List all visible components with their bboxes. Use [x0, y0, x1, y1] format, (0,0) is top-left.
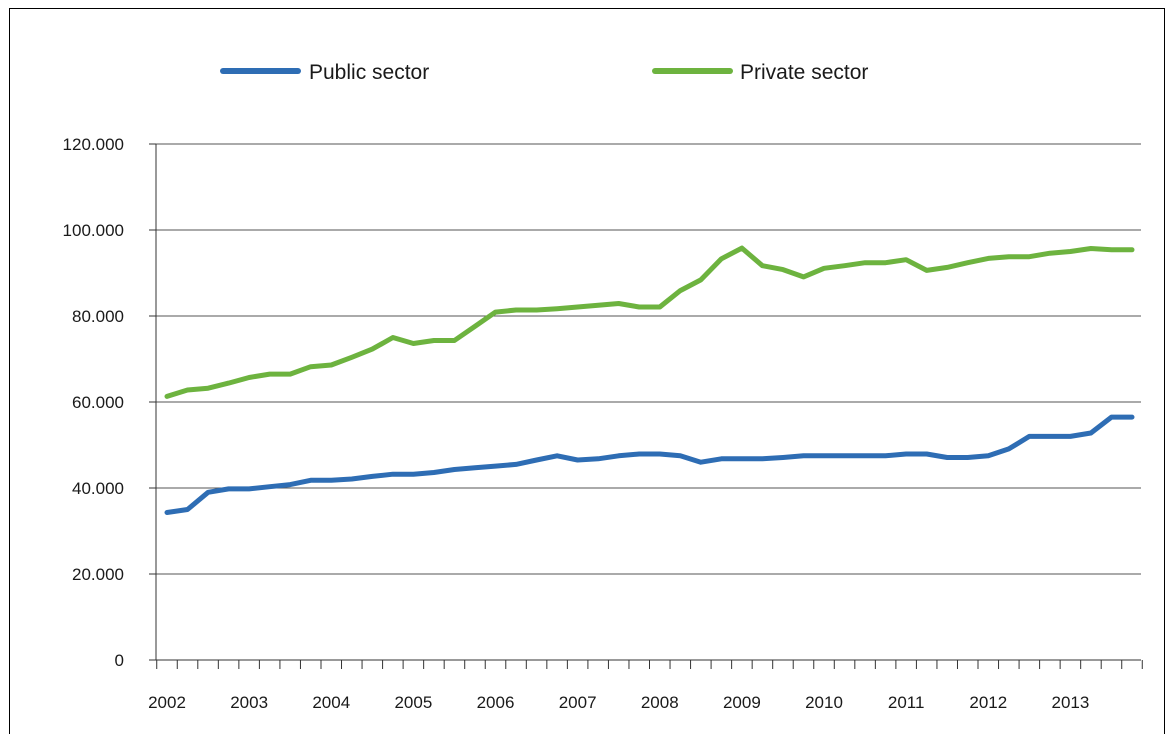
x-tick-label: 2006	[477, 693, 515, 712]
y-tick-label: 60.000	[72, 393, 124, 412]
legend-label: Public sector	[309, 61, 429, 84]
y-axis-labels: 0 20.000 40.000 60.000 80.000 100.000 120.000	[63, 135, 124, 670]
grid-lines	[156, 143, 1141, 575]
x-tick-label: 2010	[805, 693, 843, 712]
x-tick-label: 2004	[312, 693, 350, 712]
y-tick-label: 100.000	[63, 221, 124, 240]
x-tick-label: 2002	[148, 693, 186, 712]
x-tick-label: 2005	[394, 693, 432, 712]
series-line-public-sector	[164, 414, 1135, 515]
y-tick-label: 20.000	[72, 565, 124, 584]
y-tick-label: 40.000	[72, 479, 124, 498]
series-lines	[164, 245, 1135, 515]
x-tick-label: 2007	[559, 693, 597, 712]
y-tick-label: 0	[115, 651, 124, 670]
y-tick-label: 120.000	[63, 135, 124, 154]
x-tick-label: 2011	[888, 693, 925, 712]
x-tick-label: 2012	[969, 693, 1007, 712]
x-tick-label: 2003	[230, 693, 268, 712]
legend: Public sector Private sector	[220, 61, 868, 84]
x-tick-label: 2009	[723, 693, 761, 712]
axes	[149, 143, 1143, 669]
x-tick-label: 2008	[641, 693, 679, 712]
legend-label: Private sector	[740, 61, 868, 84]
series-line-private-sector	[164, 245, 1135, 399]
y-tick-label: 80.000	[72, 307, 124, 326]
chart-frame	[9, 8, 1165, 734]
x-axis-labels: 2002 2003 2004 2005 2006 2007 2008 2009 2010 2011…	[148, 693, 1089, 712]
x-tick-label: 2013	[1051, 693, 1089, 712]
